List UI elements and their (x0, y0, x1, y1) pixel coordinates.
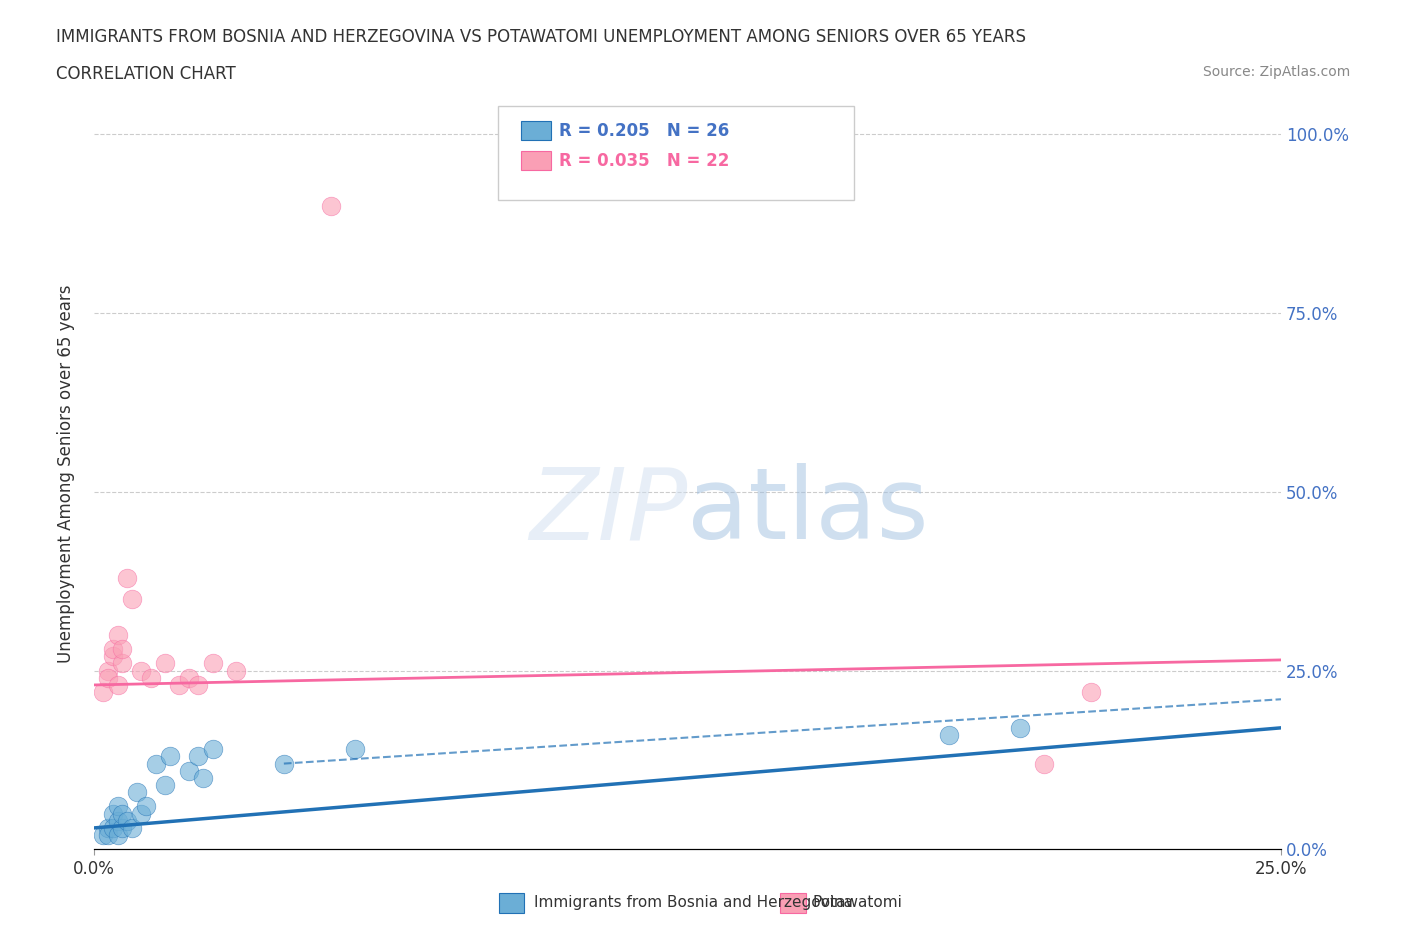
Text: Potawatomi: Potawatomi (813, 895, 903, 910)
Point (1008, 721, 1031, 736)
Point (1032, 756, 1054, 771)
Point (938, 727, 960, 742)
Point (135, 799, 157, 814)
Point (131, 806, 153, 821)
Point (1080, 684, 1102, 699)
Point (101, 806, 124, 821)
Point (107, 799, 129, 814)
Point (201, 656, 224, 671)
Text: ZIP: ZIP (529, 463, 688, 560)
Point (107, 814, 129, 829)
Point (111, 642, 134, 657)
FancyBboxPatch shape (498, 106, 853, 200)
Point (107, 828, 129, 843)
Point (97, 820, 120, 835)
Point (97, 671, 120, 685)
Point (121, 820, 143, 835)
Point (101, 642, 124, 657)
Point (153, 656, 176, 671)
Bar (499, 893, 524, 913)
Point (145, 756, 167, 771)
Point (191, 770, 214, 785)
Point (153, 777, 176, 792)
Point (187, 678, 209, 693)
Point (101, 649, 124, 664)
Point (107, 678, 129, 693)
Point (159, 749, 181, 764)
Point (131, 663, 153, 678)
Point (111, 806, 134, 821)
Text: Immigrants from Bosnia and Herzegovina: Immigrants from Bosnia and Herzegovina (534, 895, 853, 910)
Point (107, 628, 129, 643)
Text: CORRELATION CHART: CORRELATION CHART (56, 65, 236, 83)
Point (139, 671, 162, 685)
Point (273, 756, 295, 771)
Point (187, 749, 209, 764)
Y-axis label: Unemployment Among Seniors over 65 years: Unemployment Among Seniors over 65 years (58, 285, 75, 663)
Point (115, 814, 138, 829)
Text: atlas: atlas (688, 463, 929, 560)
Point (115, 570, 138, 585)
Point (111, 820, 134, 835)
Point (97, 828, 120, 843)
Point (321, 198, 343, 213)
Point (177, 671, 200, 685)
Point (121, 591, 143, 606)
Point (225, 663, 247, 678)
Point (97, 663, 120, 678)
Bar (780, 893, 806, 913)
Point (201, 742, 224, 757)
Text: Source: ZipAtlas.com: Source: ZipAtlas.com (1202, 65, 1350, 79)
Point (169, 678, 191, 693)
Point (101, 820, 124, 835)
Point (93, 828, 115, 843)
Text: IMMIGRANTS FROM BOSNIA AND HERZEGOVINA VS POTAWATOMI UNEMPLOYMENT AMONG SENIORS : IMMIGRANTS FROM BOSNIA AND HERZEGOVINA V… (56, 28, 1026, 46)
Point (111, 656, 134, 671)
Point (93, 684, 115, 699)
Bar (522, 121, 551, 140)
Bar (522, 152, 551, 170)
Point (344, 742, 367, 757)
Point (177, 764, 200, 778)
Point (125, 785, 148, 800)
Text: R = 0.205   N = 26: R = 0.205 N = 26 (560, 122, 730, 140)
Text: R = 0.035   N = 22: R = 0.035 N = 22 (560, 152, 730, 170)
